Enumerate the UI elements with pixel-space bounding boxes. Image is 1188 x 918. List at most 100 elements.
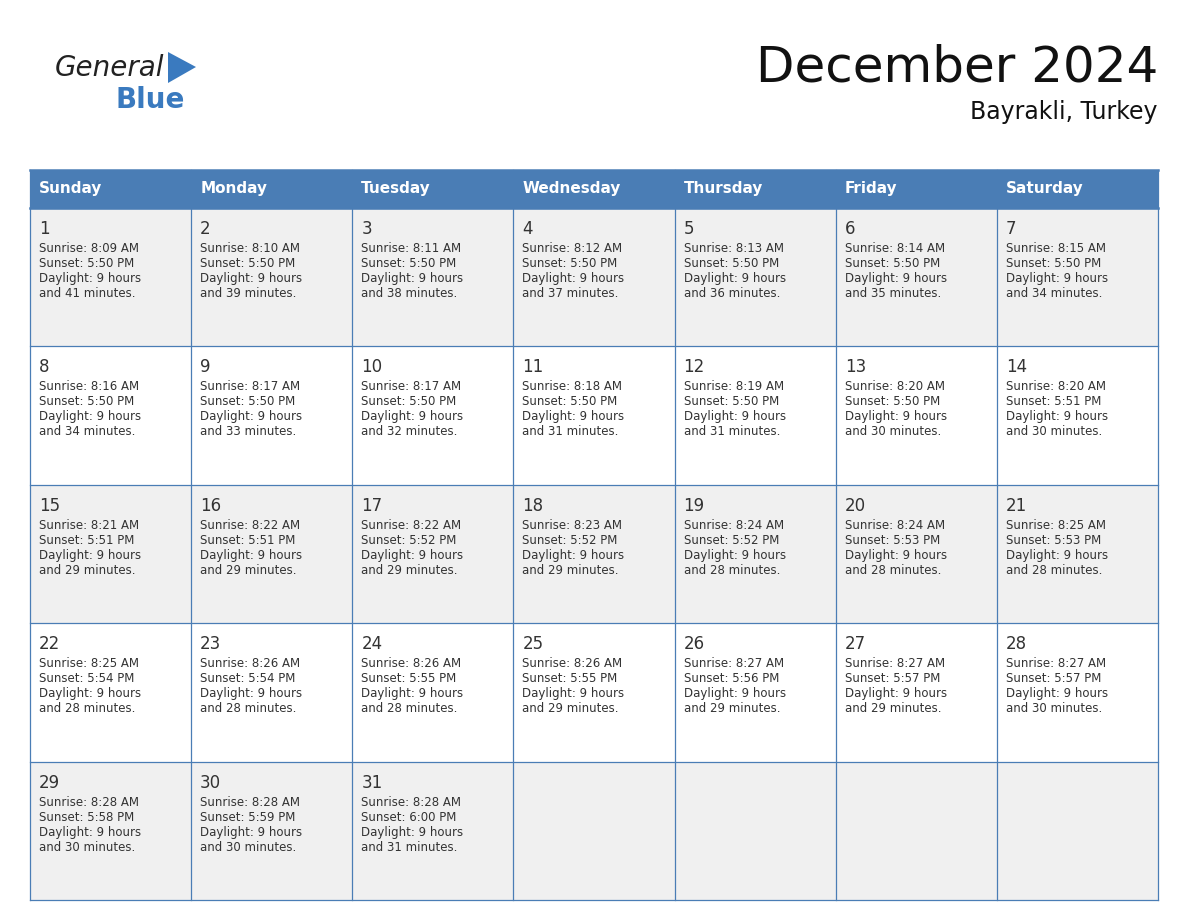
Text: Daylight: 9 hours: Daylight: 9 hours xyxy=(39,825,141,839)
Text: 12: 12 xyxy=(683,358,704,376)
Text: Daylight: 9 hours: Daylight: 9 hours xyxy=(1006,549,1108,562)
Bar xyxy=(30,623,1158,762)
Text: 13: 13 xyxy=(845,358,866,376)
Text: Daylight: 9 hours: Daylight: 9 hours xyxy=(523,272,625,285)
Bar xyxy=(30,485,1158,623)
Text: and 31 minutes.: and 31 minutes. xyxy=(683,425,781,439)
Text: Sunrise: 8:13 AM: Sunrise: 8:13 AM xyxy=(683,242,784,255)
Bar xyxy=(30,346,1158,485)
Text: 11: 11 xyxy=(523,358,544,376)
Text: and 34 minutes.: and 34 minutes. xyxy=(39,425,135,439)
Text: 15: 15 xyxy=(39,497,61,515)
Text: Daylight: 9 hours: Daylight: 9 hours xyxy=(361,825,463,839)
Text: Sunset: 5:56 PM: Sunset: 5:56 PM xyxy=(683,672,779,685)
Text: and 35 minutes.: and 35 minutes. xyxy=(845,287,941,300)
Text: Sunrise: 8:28 AM: Sunrise: 8:28 AM xyxy=(200,796,301,809)
Text: Sunrise: 8:20 AM: Sunrise: 8:20 AM xyxy=(845,380,944,394)
Text: Sunset: 5:55 PM: Sunset: 5:55 PM xyxy=(361,672,456,685)
Text: Sunset: 5:50 PM: Sunset: 5:50 PM xyxy=(1006,257,1101,270)
Text: Sunset: 5:50 PM: Sunset: 5:50 PM xyxy=(39,257,134,270)
Text: Sunset: 5:57 PM: Sunset: 5:57 PM xyxy=(1006,672,1101,685)
Text: December 2024: December 2024 xyxy=(756,44,1158,92)
Text: Sunrise: 8:09 AM: Sunrise: 8:09 AM xyxy=(39,242,139,255)
Text: Sunrise: 8:22 AM: Sunrise: 8:22 AM xyxy=(361,519,461,532)
Text: 14: 14 xyxy=(1006,358,1026,376)
Text: Sunrise: 8:25 AM: Sunrise: 8:25 AM xyxy=(1006,519,1106,532)
Text: Sunset: 5:54 PM: Sunset: 5:54 PM xyxy=(39,672,134,685)
Bar xyxy=(30,170,1158,208)
Text: Monday: Monday xyxy=(200,182,267,196)
Text: Bayrakli, Turkey: Bayrakli, Turkey xyxy=(971,100,1158,124)
Text: Sunset: 5:59 PM: Sunset: 5:59 PM xyxy=(200,811,296,823)
Text: Daylight: 9 hours: Daylight: 9 hours xyxy=(200,410,302,423)
Text: and 38 minutes.: and 38 minutes. xyxy=(361,287,457,300)
Text: and 28 minutes.: and 28 minutes. xyxy=(1006,564,1102,577)
Text: Sunrise: 8:14 AM: Sunrise: 8:14 AM xyxy=(845,242,944,255)
Text: Sunset: 5:50 PM: Sunset: 5:50 PM xyxy=(845,257,940,270)
Text: 10: 10 xyxy=(361,358,383,376)
Text: Daylight: 9 hours: Daylight: 9 hours xyxy=(200,825,302,839)
Text: Sunrise: 8:10 AM: Sunrise: 8:10 AM xyxy=(200,242,301,255)
Text: 28: 28 xyxy=(1006,635,1026,654)
Text: and 28 minutes.: and 28 minutes. xyxy=(845,564,941,577)
Text: Sunrise: 8:28 AM: Sunrise: 8:28 AM xyxy=(39,796,139,809)
Polygon shape xyxy=(168,52,196,83)
Text: 31: 31 xyxy=(361,774,383,791)
Text: Sunrise: 8:24 AM: Sunrise: 8:24 AM xyxy=(845,519,944,532)
Text: Daylight: 9 hours: Daylight: 9 hours xyxy=(39,549,141,562)
Text: Sunrise: 8:21 AM: Sunrise: 8:21 AM xyxy=(39,519,139,532)
Text: and 29 minutes.: and 29 minutes. xyxy=(361,564,457,577)
Text: Sunrise: 8:27 AM: Sunrise: 8:27 AM xyxy=(683,657,784,670)
Text: 24: 24 xyxy=(361,635,383,654)
Text: Sunrise: 8:18 AM: Sunrise: 8:18 AM xyxy=(523,380,623,394)
Text: and 29 minutes.: and 29 minutes. xyxy=(683,702,781,715)
Text: Daylight: 9 hours: Daylight: 9 hours xyxy=(39,272,141,285)
Text: Sunset: 5:50 PM: Sunset: 5:50 PM xyxy=(361,257,456,270)
Text: and 41 minutes.: and 41 minutes. xyxy=(39,287,135,300)
Text: Blue: Blue xyxy=(115,86,184,114)
Text: Daylight: 9 hours: Daylight: 9 hours xyxy=(39,410,141,423)
Text: 22: 22 xyxy=(39,635,61,654)
Text: Sunset: 5:52 PM: Sunset: 5:52 PM xyxy=(361,533,456,547)
Text: Sunset: 5:57 PM: Sunset: 5:57 PM xyxy=(845,672,940,685)
Text: Sunrise: 8:22 AM: Sunrise: 8:22 AM xyxy=(200,519,301,532)
Text: Daylight: 9 hours: Daylight: 9 hours xyxy=(361,688,463,700)
Text: and 29 minutes.: and 29 minutes. xyxy=(39,564,135,577)
Text: Daylight: 9 hours: Daylight: 9 hours xyxy=(200,688,302,700)
Text: Daylight: 9 hours: Daylight: 9 hours xyxy=(361,410,463,423)
Text: 2: 2 xyxy=(200,220,210,238)
Text: and 28 minutes.: and 28 minutes. xyxy=(683,564,781,577)
Text: 25: 25 xyxy=(523,635,544,654)
Text: Sunset: 5:50 PM: Sunset: 5:50 PM xyxy=(200,257,296,270)
Text: Sunset: 5:50 PM: Sunset: 5:50 PM xyxy=(523,257,618,270)
Text: and 28 minutes.: and 28 minutes. xyxy=(361,702,457,715)
Text: and 37 minutes.: and 37 minutes. xyxy=(523,287,619,300)
Text: and 31 minutes.: and 31 minutes. xyxy=(361,841,457,854)
Text: Sunset: 5:58 PM: Sunset: 5:58 PM xyxy=(39,811,134,823)
Text: Sunset: 5:51 PM: Sunset: 5:51 PM xyxy=(200,533,296,547)
Text: Daylight: 9 hours: Daylight: 9 hours xyxy=(683,272,785,285)
Text: 9: 9 xyxy=(200,358,210,376)
Text: Daylight: 9 hours: Daylight: 9 hours xyxy=(683,688,785,700)
Text: and 30 minutes.: and 30 minutes. xyxy=(1006,702,1102,715)
Text: Daylight: 9 hours: Daylight: 9 hours xyxy=(39,688,141,700)
Text: Sunrise: 8:24 AM: Sunrise: 8:24 AM xyxy=(683,519,784,532)
Text: Sunset: 5:50 PM: Sunset: 5:50 PM xyxy=(845,396,940,409)
Text: Daylight: 9 hours: Daylight: 9 hours xyxy=(845,272,947,285)
Text: Sunset: 5:50 PM: Sunset: 5:50 PM xyxy=(200,396,296,409)
Text: Tuesday: Tuesday xyxy=(361,182,431,196)
Text: 26: 26 xyxy=(683,635,704,654)
Text: 16: 16 xyxy=(200,497,221,515)
Text: Sunrise: 8:23 AM: Sunrise: 8:23 AM xyxy=(523,519,623,532)
Text: 4: 4 xyxy=(523,220,533,238)
Text: and 29 minutes.: and 29 minutes. xyxy=(200,564,297,577)
Text: Sunrise: 8:27 AM: Sunrise: 8:27 AM xyxy=(1006,657,1106,670)
Text: Daylight: 9 hours: Daylight: 9 hours xyxy=(200,549,302,562)
Text: Daylight: 9 hours: Daylight: 9 hours xyxy=(845,410,947,423)
Text: Sunset: 5:51 PM: Sunset: 5:51 PM xyxy=(39,533,134,547)
Text: Sunset: 5:52 PM: Sunset: 5:52 PM xyxy=(523,533,618,547)
Text: Sunday: Sunday xyxy=(39,182,102,196)
Text: Sunrise: 8:11 AM: Sunrise: 8:11 AM xyxy=(361,242,461,255)
Text: Sunset: 5:50 PM: Sunset: 5:50 PM xyxy=(683,257,779,270)
Text: and 30 minutes.: and 30 minutes. xyxy=(845,425,941,439)
